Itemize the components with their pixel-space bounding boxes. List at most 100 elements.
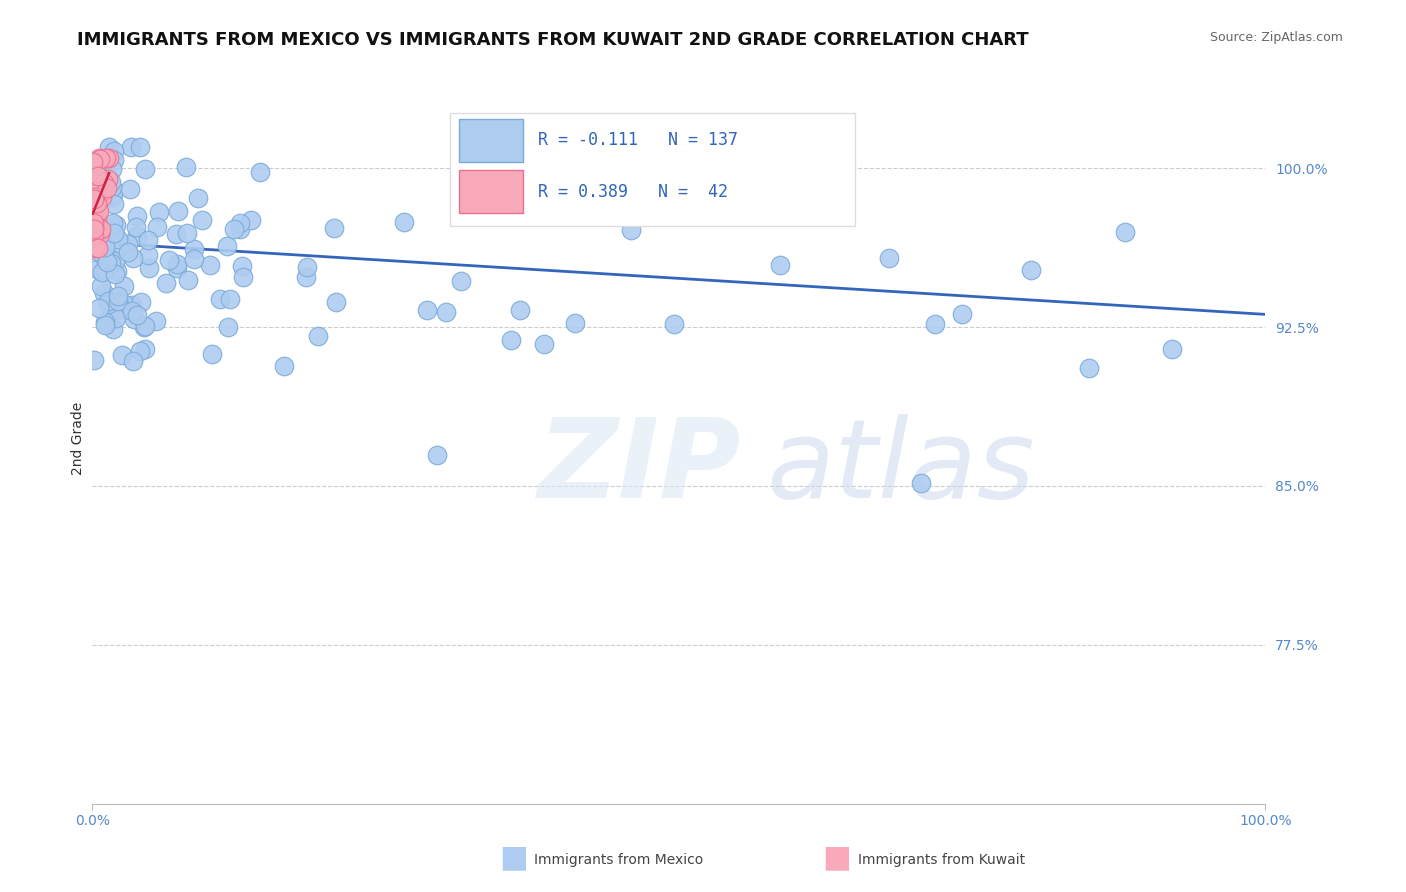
Point	[86, 211, 108, 225]
FancyBboxPatch shape	[450, 113, 855, 227]
Text: IMMIGRANTS FROM MEXICO VS IMMIGRANTS FROM KUWAIT 2ND GRADE CORRELATION CHART: IMMIGRANTS FROM MEXICO VS IMMIGRANTS FRO…	[77, 31, 1029, 49]
Point	[209, 292, 232, 306]
Point	[94, 181, 117, 195]
Text: Immigrants from Kuwait: Immigrants from Kuwait	[858, 853, 1025, 867]
Point	[87, 301, 110, 316]
Point	[1160, 342, 1182, 356]
Point	[89, 193, 111, 207]
Point	[121, 303, 143, 318]
Point	[89, 153, 111, 167]
Point	[96, 230, 118, 244]
Point	[100, 175, 122, 189]
Point	[100, 180, 122, 194]
Point	[166, 261, 188, 276]
Point	[82, 219, 104, 234]
Point	[86, 194, 108, 208]
Point	[83, 217, 105, 231]
Point	[183, 243, 205, 257]
Point	[924, 317, 946, 331]
Point	[82, 196, 104, 211]
Point	[950, 307, 973, 321]
Point	[121, 298, 143, 312]
Point	[86, 244, 108, 259]
Point	[82, 212, 104, 227]
Point	[157, 253, 180, 268]
Point	[83, 353, 105, 368]
Point	[201, 347, 224, 361]
Point	[86, 261, 108, 276]
Point	[118, 182, 141, 196]
Point	[166, 203, 188, 218]
Point	[98, 151, 121, 165]
Point	[83, 211, 105, 226]
Point	[215, 239, 238, 253]
Point	[105, 241, 128, 255]
Point	[146, 220, 169, 235]
Point	[107, 294, 129, 309]
Point	[533, 336, 555, 351]
Point	[98, 140, 121, 154]
Point	[148, 205, 170, 219]
Point	[229, 222, 252, 236]
Point	[97, 294, 120, 309]
Point	[295, 260, 318, 275]
Point	[231, 259, 253, 273]
Point	[176, 273, 198, 287]
Point	[111, 348, 134, 362]
Point	[564, 316, 586, 330]
Text: ZIP: ZIP	[538, 414, 741, 521]
Point	[87, 203, 110, 218]
Text: atlas: atlas	[766, 414, 1035, 521]
Point	[322, 221, 344, 235]
Point	[166, 257, 188, 271]
Point	[273, 359, 295, 373]
Text: Source: ZipAtlas.com: Source: ZipAtlas.com	[1209, 31, 1343, 45]
Point	[101, 216, 124, 230]
Point	[176, 226, 198, 240]
Point	[224, 222, 246, 236]
Point	[120, 140, 142, 154]
Point	[307, 329, 329, 343]
Point	[96, 181, 118, 195]
Point	[910, 475, 932, 490]
Point	[100, 162, 122, 177]
Point	[228, 216, 250, 230]
Point	[294, 269, 316, 284]
Point	[82, 214, 104, 228]
Point	[1019, 263, 1042, 277]
Point	[136, 233, 159, 247]
Point	[83, 212, 105, 227]
Point	[97, 297, 120, 311]
Point	[127, 308, 149, 322]
Point	[83, 192, 105, 206]
Point	[134, 342, 156, 356]
Point	[94, 240, 117, 254]
Point	[83, 173, 105, 187]
Point	[104, 310, 127, 325]
Point	[89, 227, 111, 242]
Point	[82, 242, 104, 256]
Point	[84, 241, 107, 255]
Point	[198, 258, 221, 272]
Point	[1114, 225, 1136, 239]
Point	[769, 258, 792, 272]
Point	[83, 227, 105, 242]
Point	[136, 248, 159, 262]
Point	[83, 221, 105, 235]
Point	[100, 256, 122, 270]
Text: Immigrants from Mexico: Immigrants from Mexico	[534, 853, 703, 867]
Point	[87, 241, 110, 255]
Point	[86, 184, 108, 198]
Point	[94, 318, 117, 333]
Point	[84, 244, 107, 258]
Y-axis label: 2nd Grade: 2nd Grade	[72, 401, 86, 475]
Point	[93, 176, 115, 190]
Point	[138, 261, 160, 276]
Text: R = -0.111   N = 137: R = -0.111 N = 137	[538, 131, 738, 150]
Point	[104, 218, 127, 232]
FancyBboxPatch shape	[460, 170, 523, 213]
Point	[86, 191, 108, 205]
Point	[107, 289, 129, 303]
Point	[392, 214, 415, 228]
Point	[112, 278, 135, 293]
